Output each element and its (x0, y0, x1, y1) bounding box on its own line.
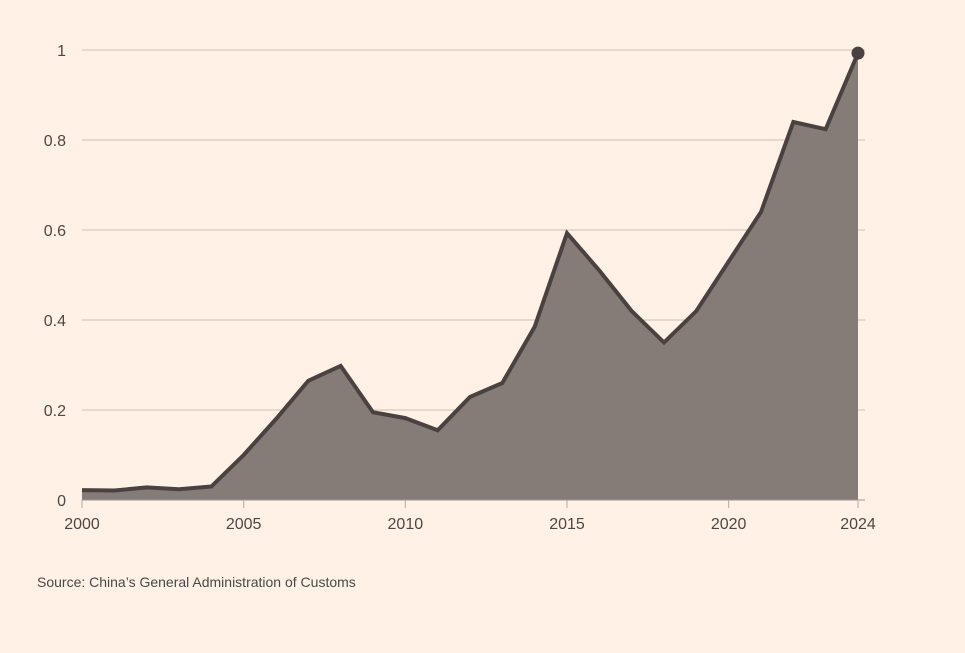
last-point-marker (851, 46, 865, 60)
y-axis-labels: 0 0.2 0.4 0.6 0.8 1 (44, 43, 66, 510)
y-tick-label: 0.8 (44, 133, 66, 150)
y-tick-label: 0 (57, 493, 66, 510)
y-tick-label: 0.4 (44, 313, 66, 330)
y-tick-label: 0.2 (44, 403, 66, 420)
x-tick-label: 2020 (711, 516, 747, 533)
x-axis (81, 499, 865, 508)
series-line (81, 52, 860, 493)
x-tick-label: 2024 (840, 516, 876, 533)
x-tick-label: 2000 (64, 516, 100, 533)
data-points (851, 46, 865, 60)
x-tick-label: 2015 (549, 516, 585, 533)
y-tick-label: 1 (57, 43, 66, 60)
source-note: Source: China’s General Administration o… (37, 574, 356, 590)
x-tick-label: 2010 (388, 516, 424, 533)
x-tick-label: 2005 (226, 516, 262, 533)
x-axis-labels: 2000 2005 2010 2015 2020 2024 (64, 516, 876, 533)
area-fill (82, 53, 858, 501)
area-layer (81, 52, 860, 501)
y-tick-label: 0.6 (44, 223, 66, 240)
